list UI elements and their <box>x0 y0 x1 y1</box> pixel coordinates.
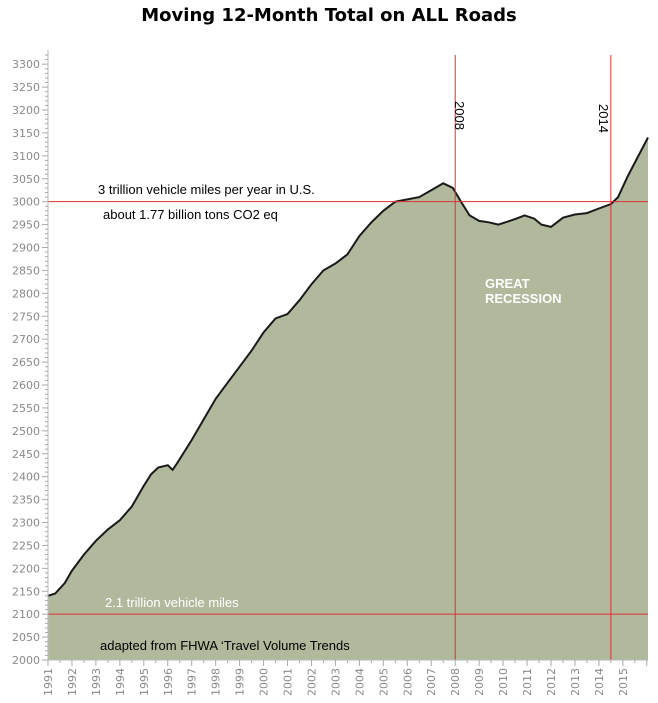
y-tick-label: 2500 <box>12 425 40 438</box>
x-tick-label: 2010 <box>497 668 510 696</box>
annotation-recession: RECESSION <box>485 291 562 306</box>
x-tick-label: 1992 <box>66 668 79 696</box>
reference-lines <box>48 55 648 660</box>
x-tick-label: 1994 <box>114 668 127 696</box>
y-tick-label: 3150 <box>12 127 40 140</box>
y-tick-label: 2650 <box>12 356 40 369</box>
x-tick-label: 2008 <box>449 668 462 696</box>
annotation-2-1-trillion: 2.1 trillion vehicle miles <box>105 595 239 610</box>
y-tick-label: 2900 <box>12 242 40 255</box>
x-tick-label: 2013 <box>569 668 582 696</box>
x-tick-label: 1991 <box>42 668 55 696</box>
series-area <box>48 137 648 660</box>
x-tick-label: 2011 <box>521 668 534 696</box>
y-tick-label: 2000 <box>12 654 40 667</box>
x-tick-label: 2005 <box>377 668 390 696</box>
y-tick-label: 2250 <box>12 539 40 552</box>
x-tick-label: 2001 <box>282 668 295 696</box>
x-tick-label: 2003 <box>329 668 342 696</box>
chart-title: Moving 12-Month Total on ALL Roads <box>141 5 517 26</box>
x-tick-label: 1996 <box>162 668 175 696</box>
y-tick-label: 2050 <box>12 631 40 644</box>
y-tick-label: 2450 <box>12 448 40 461</box>
x-tick-label: 1999 <box>234 668 247 696</box>
x-tick-label: 2004 <box>353 668 366 696</box>
y-tick-label: 3050 <box>12 173 40 186</box>
axes: 2000 2050 2100 2150 2200 2250 2300 2350 2400 2450… <box>12 50 648 696</box>
x-tick-label: 2012 <box>545 668 558 696</box>
y-tick-label: 2550 <box>12 402 40 415</box>
annotation-source: adapted from FHWA ‘Travel Volume Trends <box>100 638 350 653</box>
y-tick-label: 2800 <box>12 287 40 300</box>
y-tick-label: 2750 <box>12 310 40 323</box>
x-tick-label: 1998 <box>210 668 223 696</box>
y-tick-label: 3000 <box>12 196 40 209</box>
x-tick-label: 1993 <box>90 668 103 696</box>
annotation-co2: about 1.77 billion tons CO2 eq <box>103 207 278 222</box>
y-tick-label: 3250 <box>12 81 40 94</box>
x-tick-label: 1995 <box>138 668 151 696</box>
y-tick-label: 2600 <box>12 379 40 392</box>
y-tick-label: 3100 <box>12 150 40 163</box>
y-tick-label: 2850 <box>12 264 40 277</box>
y-tick-label: 2400 <box>12 471 40 484</box>
x-tick-label: 2006 <box>401 668 414 696</box>
x-tick-label: 2014 <box>593 668 606 696</box>
y-tick-label: 3300 <box>12 58 40 71</box>
label-2008: 2008 <box>452 101 467 130</box>
series-line <box>47 137 649 597</box>
y-tick-label: 2150 <box>12 585 40 598</box>
x-tick-label: 2007 <box>425 668 438 696</box>
y-tick-label: 3200 <box>12 104 40 117</box>
annotation-great: GREAT <box>485 276 530 291</box>
annotation-3-trillion: 3 trillion vehicle miles per year in U.S… <box>98 182 315 197</box>
y-tick-label: 2700 <box>12 333 40 346</box>
y-tick-label: 2200 <box>12 562 40 575</box>
x-tick-label: 2000 <box>258 668 271 696</box>
label-2014: 2014 <box>596 104 611 133</box>
annotations: 3 trillion vehicle miles per year in U.S… <box>98 101 611 653</box>
x-tick-label: 2015 <box>617 668 630 696</box>
y-tick-label: 2950 <box>12 219 40 232</box>
x-tick-label: 2002 <box>306 668 319 696</box>
y-tick-label: 2350 <box>12 494 40 507</box>
x-tick-label: 2009 <box>473 668 486 696</box>
y-tick-label: 2300 <box>12 517 40 530</box>
y-tick-label: 2100 <box>12 608 40 621</box>
x-tick-label: 1997 <box>186 668 199 696</box>
